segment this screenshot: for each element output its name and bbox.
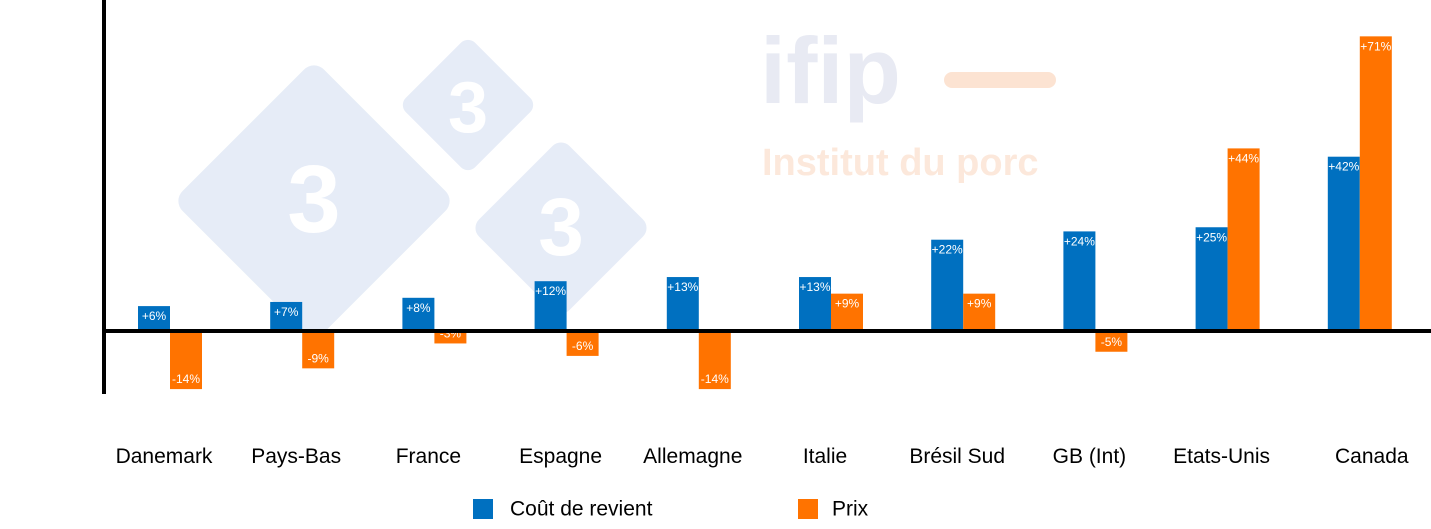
category-label-0: Danemark: [116, 445, 213, 468]
bars-layer: [138, 36, 1392, 390]
data-label-cost-1: +7%: [274, 305, 299, 319]
data-label-cost-7: +24%: [1064, 234, 1095, 248]
category-label-9: Canada: [1335, 445, 1409, 468]
bar-price-3: [566, 331, 599, 356]
data-label-price-5: +9%: [835, 297, 860, 311]
watermark-diamond-large: [178, 65, 450, 337]
watermark-digit-small: 3: [448, 68, 488, 148]
legend-label-price: Prix: [832, 498, 869, 521]
bar-cost-9: [1327, 156, 1360, 331]
data-label-price-6: +9%: [967, 297, 992, 311]
bar-price-7: [1095, 331, 1128, 352]
watermark-logo-dash: [944, 72, 1056, 88]
legend-label-cost: Coût de revient: [510, 498, 653, 521]
data-label-price-7: -5%: [1101, 335, 1123, 349]
category-label-5: Italie: [803, 445, 847, 468]
bar-price-1: [302, 331, 335, 369]
category-label-8: Etats-Unis: [1173, 445, 1270, 468]
bar-price-2: [434, 331, 467, 344]
watermark-diamond-small: [402, 39, 534, 171]
bar-cost-0: [138, 306, 170, 331]
watermark-logo-subtitle: Institut du porc: [762, 142, 1039, 184]
bar-cost-5: [799, 277, 831, 331]
category-label-4: Allemagne: [643, 445, 742, 468]
bar-cost-3: [534, 281, 567, 331]
data-label-cost-5: +13%: [799, 280, 830, 294]
data-label-cost-6: +22%: [932, 243, 963, 257]
category-label-2: France: [396, 445, 461, 468]
data-label-price-3: -6%: [572, 339, 594, 353]
bar-cost-2: [402, 297, 435, 331]
category-label-1: Pays-Bas: [251, 445, 341, 468]
watermark-logo: ifip Institut du porc: [760, 18, 1056, 184]
watermark-logo-text: ifip: [760, 18, 901, 123]
data-label-price-1: -9%: [308, 351, 330, 365]
watermark-diamond-medium: [475, 142, 647, 314]
bar-price-4: [698, 331, 731, 390]
data-label-cost-9: +42%: [1328, 160, 1359, 174]
watermark-digit-medium: 3: [538, 182, 584, 273]
category-labels: Danemark Pays-Bas France Espagne Allemagne It…: [116, 445, 1409, 468]
data-label-cost-8: +25%: [1196, 230, 1227, 244]
category-label-6: Brésil Sud: [909, 445, 1005, 468]
bar-cost-6: [931, 239, 964, 331]
legend-swatch-cost: [473, 499, 493, 519]
category-label-7: GB (Int): [1053, 445, 1127, 468]
legend-swatch-price: [798, 499, 818, 519]
bar-cost-1: [270, 301, 303, 331]
bar-cost-4: [666, 277, 699, 331]
bar-price-8: [1227, 148, 1260, 331]
category-label-3: Espagne: [519, 445, 602, 468]
data-label-cost-3: +12%: [535, 284, 566, 298]
bar-price-6: [963, 293, 996, 331]
data-label-price-0: -14%: [172, 372, 200, 386]
bar-price-9: [1359, 36, 1392, 331]
data-label-cost-0: +6%: [142, 309, 167, 323]
data-label-price-9: +71%: [1360, 39, 1391, 53]
bar-price-5: [831, 293, 863, 331]
data-label-price-8: +44%: [1228, 151, 1259, 165]
data-label-cost-2: +8%: [406, 301, 431, 315]
bar-cost-7: [1063, 231, 1096, 331]
data-labels-layer: +6% -14% +7% -9% +8% -3% +12% -6% +13% -14% +13% +9…: [142, 39, 1392, 386]
data-label-cost-4: +13%: [667, 280, 698, 294]
data-label-price-2: -3%: [440, 326, 462, 340]
legend: Coût de revient Prix: [473, 498, 869, 521]
bar-cost-8: [1195, 227, 1228, 331]
watermark-digit-large: 3: [287, 146, 340, 253]
data-label-price-4: -14%: [701, 372, 729, 386]
watermark-badges: 3 3 3: [178, 39, 647, 337]
bar-price-0: [170, 331, 202, 390]
